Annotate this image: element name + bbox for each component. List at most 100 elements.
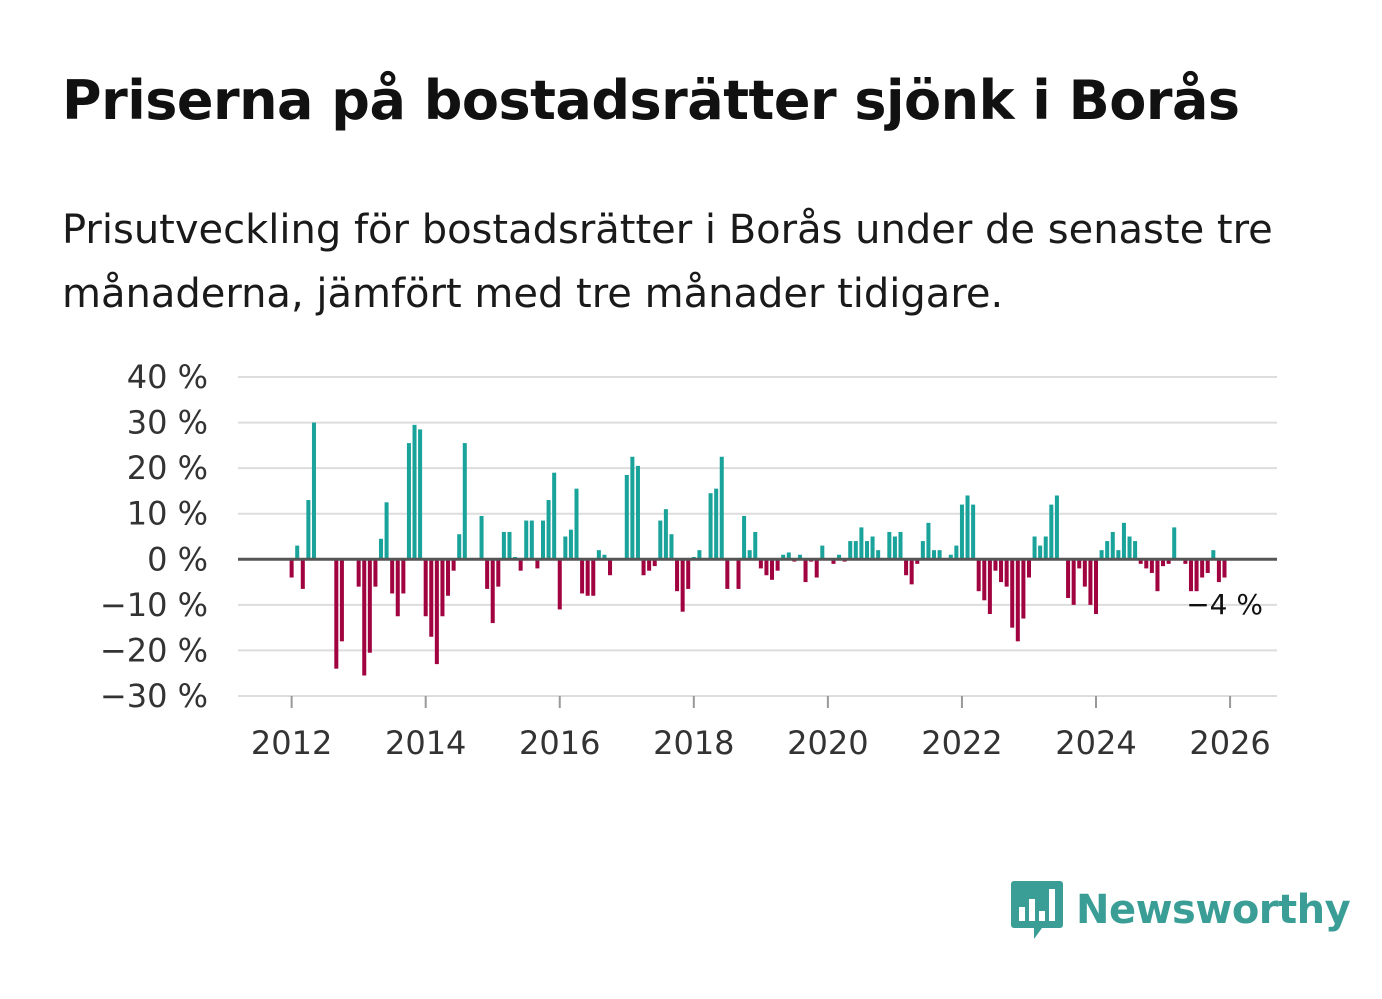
- x-tick-label: 2026: [1189, 724, 1270, 762]
- bar: [507, 531, 512, 560]
- bar: [993, 559, 998, 571]
- bar: [418, 429, 423, 560]
- bar: [429, 559, 434, 637]
- bar: [1043, 536, 1048, 560]
- y-tick-label: 30 %: [127, 404, 208, 442]
- y-tick-label: 0 %: [147, 540, 208, 578]
- bar: [529, 520, 534, 560]
- bar: [446, 559, 451, 596]
- bar: [434, 559, 439, 665]
- bar: [1066, 559, 1071, 599]
- bar: [1071, 559, 1076, 605]
- bar: [920, 541, 925, 560]
- bar: [289, 559, 294, 578]
- bar: [1205, 559, 1210, 573]
- bar: [1200, 559, 1205, 578]
- bar: [736, 559, 741, 589]
- bar: [367, 559, 372, 653]
- y-tick-label: 10 %: [127, 495, 208, 533]
- bar: [775, 559, 780, 571]
- y-tick-label: −30 %: [100, 677, 208, 715]
- bar: [608, 559, 613, 576]
- bar: [686, 559, 691, 589]
- bar: [1049, 504, 1054, 560]
- bar: [1026, 559, 1031, 578]
- bar: [362, 559, 367, 676]
- bar: [675, 559, 680, 592]
- bar: [479, 515, 484, 560]
- bar: [786, 552, 791, 560]
- bar: [770, 559, 775, 580]
- bar: [948, 554, 953, 560]
- bar: [596, 550, 601, 560]
- bar: [719, 456, 724, 560]
- bar: [412, 424, 417, 560]
- bar: [725, 559, 730, 589]
- bar: [373, 559, 378, 587]
- bar: [1054, 495, 1059, 560]
- bar: [457, 534, 462, 560]
- bar: [1188, 559, 1193, 592]
- bar: [1155, 559, 1160, 592]
- bar: [669, 534, 674, 560]
- bar: [568, 529, 573, 560]
- bar: [1015, 559, 1020, 642]
- bar: [378, 538, 384, 560]
- bar: [1082, 559, 1087, 587]
- bar: [401, 559, 406, 594]
- bar: [496, 559, 501, 587]
- bar: [1161, 559, 1166, 567]
- bar: [1138, 559, 1143, 564]
- bar: [976, 559, 981, 592]
- bar: [1133, 541, 1138, 560]
- bar: [540, 520, 546, 560]
- bar: [585, 559, 590, 596]
- bar: [1010, 559, 1015, 628]
- x-tick-label: 2022: [921, 724, 1002, 762]
- bar: [390, 559, 395, 594]
- bar: [1105, 541, 1110, 560]
- bar: [1216, 559, 1221, 583]
- bar: [797, 554, 802, 560]
- bar: [887, 531, 892, 560]
- bar: [1077, 559, 1082, 569]
- x-tick-label: 2014: [385, 724, 466, 762]
- bar: [932, 550, 937, 560]
- bar: [859, 527, 864, 560]
- bar: [580, 559, 585, 594]
- y-tick-label: −20 %: [100, 631, 208, 669]
- bar: [300, 559, 305, 589]
- y-tick-label: 40 %: [127, 358, 208, 396]
- bar: [658, 520, 663, 560]
- bar: [708, 493, 713, 560]
- bar: [524, 520, 529, 560]
- bar: [1211, 550, 1216, 560]
- bar: [339, 559, 344, 642]
- bar: [742, 515, 747, 560]
- bar: [864, 541, 869, 560]
- page-title: Priserna på bostadsrätter sjönk i Borås: [62, 69, 1240, 132]
- bar: [1110, 531, 1115, 560]
- bar: [1021, 559, 1026, 619]
- bar: [535, 559, 540, 569]
- bar: [1032, 536, 1037, 560]
- bar: [1166, 559, 1171, 564]
- last-value-label: −4 %: [1186, 588, 1263, 621]
- bar: [747, 550, 752, 560]
- bar: [803, 559, 808, 583]
- bar: [295, 545, 300, 560]
- bar: [1004, 559, 1009, 587]
- bar: [652, 559, 657, 567]
- bar: [306, 500, 311, 560]
- bar: [820, 545, 825, 560]
- bar: [999, 559, 1004, 583]
- newsworthy-logo: Newsworthy: [1010, 878, 1351, 942]
- bar: [853, 541, 858, 560]
- bar: [440, 559, 445, 617]
- bar: [1172, 527, 1177, 560]
- bar: [1088, 559, 1093, 605]
- bar: [831, 559, 836, 564]
- bar: [954, 545, 959, 560]
- bar: [714, 488, 719, 560]
- bar: [1116, 550, 1121, 560]
